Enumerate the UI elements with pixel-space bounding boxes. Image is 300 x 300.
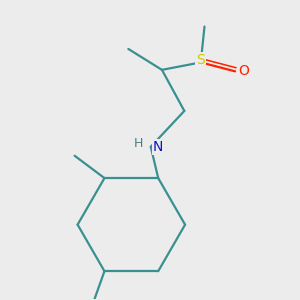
Text: H: H <box>134 137 143 150</box>
Text: S: S <box>196 53 205 67</box>
Text: N: N <box>153 140 164 154</box>
Text: O: O <box>238 64 250 78</box>
